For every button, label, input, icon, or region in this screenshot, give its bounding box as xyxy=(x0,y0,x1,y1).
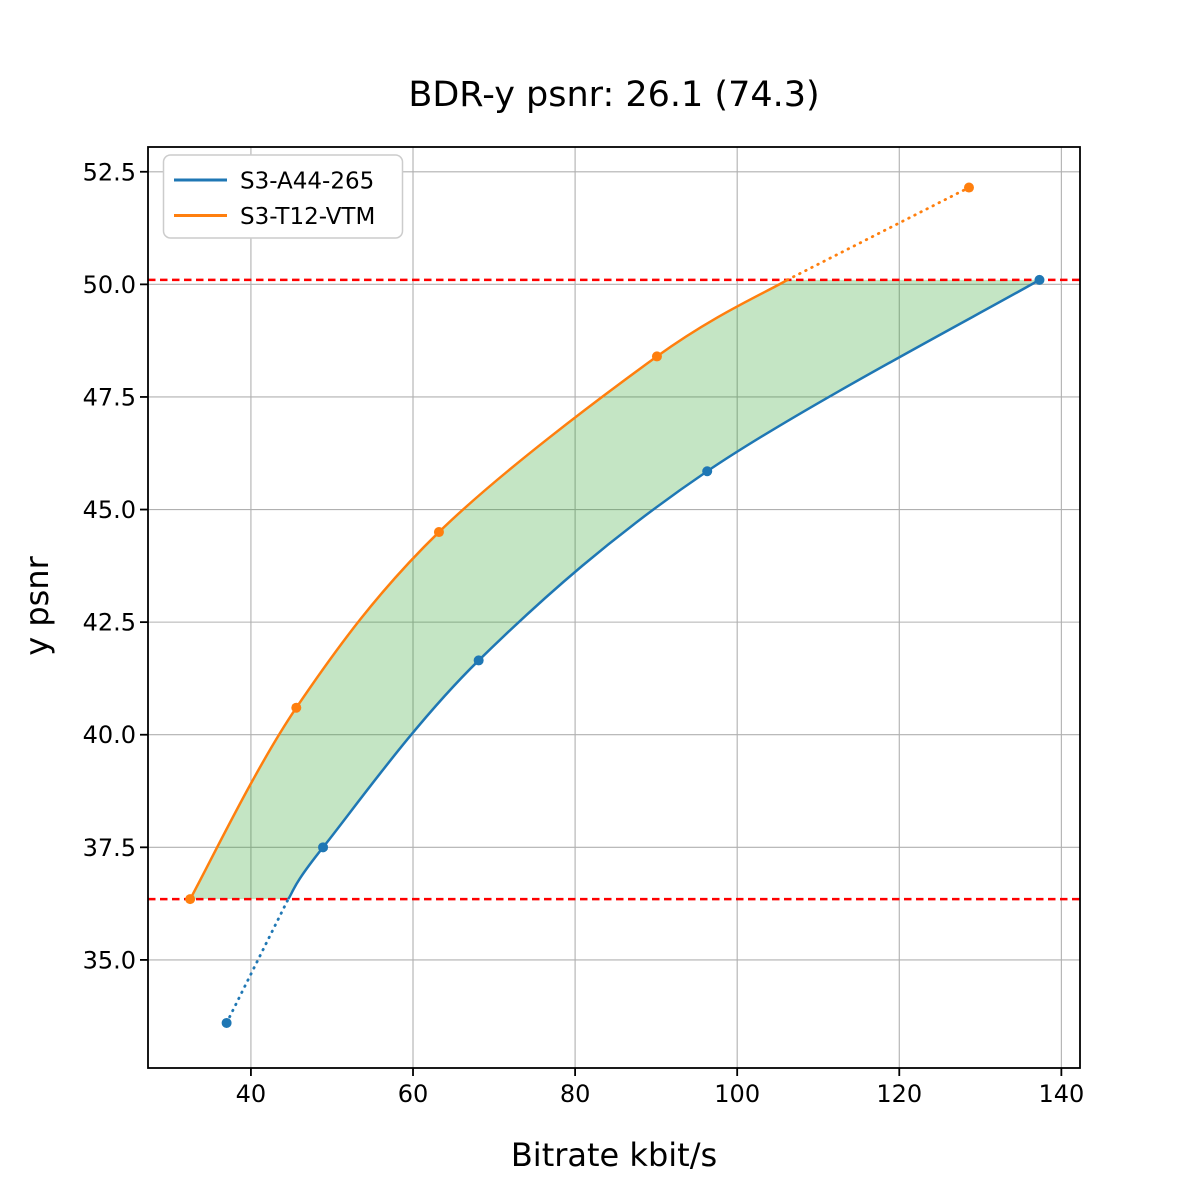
y-tick-label: 35.0 xyxy=(83,946,136,974)
data-point-marker xyxy=(473,655,484,666)
x-tick-label: 80 xyxy=(560,1080,591,1108)
y-tick-label: 45.0 xyxy=(83,496,136,524)
series-markers-S3-A44-265 xyxy=(221,274,1045,1028)
legend-entry: S3-A44-265 xyxy=(174,169,374,195)
x-tick-label: 100 xyxy=(714,1080,760,1108)
x-tick-label: 60 xyxy=(398,1080,429,1108)
legend-entry: S3-T12-VTM xyxy=(174,204,375,230)
data-point-marker xyxy=(318,842,329,853)
tick-marks xyxy=(140,170,1063,1076)
data-point-marker xyxy=(221,1017,232,1028)
legend-label: S3-A44-265 xyxy=(240,169,374,195)
legend: S3-A44-265 S3-T12-VTM xyxy=(162,154,404,239)
legend-box xyxy=(162,154,404,239)
chart-title: BDR-y psnr: 26.1 (74.3) xyxy=(408,75,820,115)
y-tick-label: 37.5 xyxy=(83,834,136,862)
x-tick-label: 140 xyxy=(1038,1080,1084,1108)
data-point-marker xyxy=(963,182,974,193)
x-tick-label: 120 xyxy=(876,1080,922,1108)
y-tick-label: 50.0 xyxy=(83,271,136,299)
y-tick-label: 47.5 xyxy=(83,384,136,412)
data-point-marker xyxy=(702,466,713,477)
shaded-bd-region xyxy=(190,279,1040,900)
axis-frame xyxy=(147,146,1081,1069)
data-point-marker xyxy=(185,894,196,905)
data-point-marker xyxy=(433,527,444,538)
data-point-marker xyxy=(651,351,662,362)
series-dotted-extension-S3-A44-265 xyxy=(225,897,290,1025)
data-point-marker xyxy=(1034,274,1045,285)
y-tick-label: 42.5 xyxy=(83,609,136,637)
gridlines xyxy=(148,147,1080,1068)
y-tick-label: 40.0 xyxy=(83,721,136,749)
x-axis-label: Bitrate kbit/s xyxy=(510,1136,718,1174)
legend-label: S3-T12-VTM xyxy=(240,204,375,230)
series-markers-S3-T12-VTM xyxy=(185,182,974,905)
y-axis-label: y psnr xyxy=(18,556,56,656)
y-tick-label: 52.5 xyxy=(83,158,136,186)
series-dotted-extension-S3-T12-VTM xyxy=(786,186,971,282)
data-point-marker xyxy=(291,702,302,713)
x-tick-label: 40 xyxy=(236,1080,267,1108)
